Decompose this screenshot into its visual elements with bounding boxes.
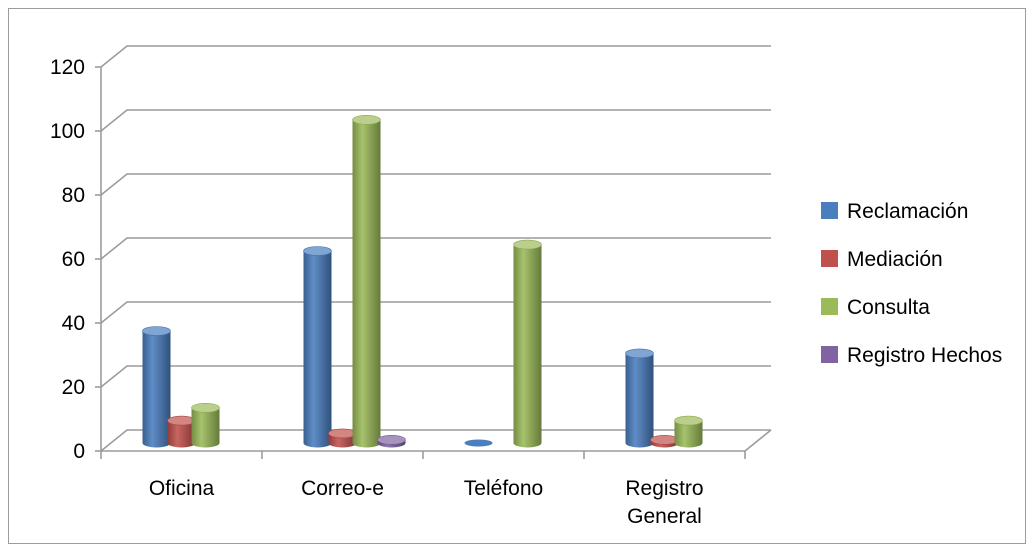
bar-consulta-telefono (513, 239, 542, 448)
legend-label: Reclamación (847, 200, 968, 223)
gridline-100 (100, 109, 771, 132)
legend-swatch (821, 346, 838, 363)
bar-mediacion-correo-e (328, 428, 357, 448)
x-tick-label-correo-e: Correo-e (301, 477, 384, 500)
chart-frame: 0 20 40 60 80 100 120 Oficina Correo-e Teléfono Re… (8, 8, 1026, 544)
legend-item-reclamacion: Reclamación (821, 200, 968, 223)
bar-consulta-correo-e (352, 115, 381, 448)
bar-reclamacion-oficina (142, 326, 171, 448)
legend-item-consulta: Consulta (821, 296, 930, 319)
axes (95, 66, 772, 459)
legend-label: Mediación (847, 248, 943, 271)
bar-reclamacion-registro-general (625, 348, 654, 448)
y-tick-label-100: 100 (50, 120, 85, 143)
y-tick-label-20: 20 (62, 376, 85, 399)
tick-labels: 0 20 40 60 80 100 120 Oficina Correo-e Teléfono Re… (50, 56, 704, 528)
bar-mediacion-oficina (167, 415, 196, 448)
legend-swatch (821, 298, 838, 315)
bar-reclamacion-telefono-base (464, 439, 493, 447)
x-tick-label-oficina: Oficina (149, 477, 215, 500)
legend-item-registro-hechos: Registro Hechos (821, 344, 1002, 367)
bars (142, 115, 703, 448)
bar-consulta-oficina (191, 402, 220, 448)
legend-item-mediacion: Mediación (821, 248, 943, 271)
gridline-0 (100, 429, 771, 452)
y-tick-label-0: 0 (73, 440, 85, 463)
bar-reclamacion-correo-e (303, 246, 332, 448)
legend-label: Consulta (847, 296, 930, 319)
legend: Reclamación Mediación Consulta Registro Hec… (821, 200, 1002, 367)
legend-swatch (821, 250, 838, 267)
legend-swatch (821, 202, 838, 219)
y-tick-label-40: 40 (62, 312, 85, 335)
gridline-80 (100, 173, 771, 196)
legend-label: Registro Hechos (847, 344, 1002, 367)
y-tick-label-80: 80 (62, 184, 85, 207)
x-tick-label-registro-general: Registro General (625, 477, 703, 528)
x-tick-label-telefono: Teléfono (464, 477, 543, 500)
bar-registro-hechos-correo-e (377, 434, 406, 448)
gridline-40 (100, 301, 771, 324)
y-tick-label-120: 120 (50, 56, 85, 79)
y-tick-label-60: 60 (62, 248, 85, 271)
bar-mediacion-registro-general (650, 434, 679, 448)
chart-canvas: 0 20 40 60 80 100 120 Oficina Correo-e Teléfono Re… (50, 45, 1002, 528)
gridline-60 (100, 237, 771, 260)
gridline-20 (100, 365, 771, 388)
gridline-120 (100, 45, 771, 68)
bar-consulta-registro-general (674, 415, 703, 448)
floor-edge (744, 429, 772, 452)
gridlines (100, 45, 771, 452)
